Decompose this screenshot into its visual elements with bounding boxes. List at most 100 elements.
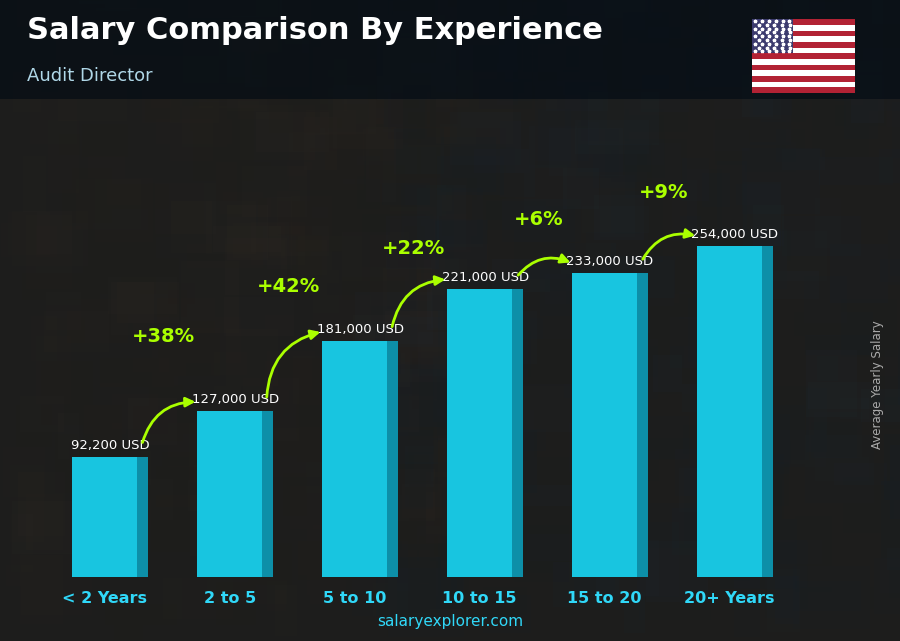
Bar	[68, 299, 128, 343]
Bar	[398, 257, 445, 301]
Bar	[112, 394, 158, 429]
Bar	[752, 53, 855, 59]
Bar	[213, 317, 241, 395]
Bar	[125, 500, 150, 528]
Bar	[12, 513, 33, 572]
Bar	[36, 226, 81, 304]
Bar	[58, 413, 79, 460]
Bar	[686, 47, 747, 92]
Bar	[10, 465, 44, 542]
Bar	[600, 442, 634, 470]
Bar	[228, 205, 268, 260]
Bar	[232, 0, 279, 15]
Bar	[392, 12, 434, 57]
Bar	[21, 556, 63, 624]
Bar	[811, 422, 857, 458]
Bar	[187, 244, 263, 269]
Bar	[697, 246, 761, 577]
Bar	[713, 129, 749, 151]
Bar	[382, 183, 430, 204]
Bar	[516, 385, 583, 432]
Bar	[672, 179, 697, 240]
Bar	[157, 467, 212, 507]
Bar	[76, 179, 141, 229]
Bar	[128, 398, 177, 445]
Bar	[256, 0, 277, 54]
Bar	[296, 235, 321, 277]
Polygon shape	[262, 412, 274, 577]
Bar	[383, 268, 432, 324]
Bar	[634, 256, 675, 297]
Bar	[776, 129, 805, 162]
Bar	[843, 477, 894, 533]
Bar	[371, 235, 398, 306]
Bar	[628, 12, 701, 38]
Bar	[777, 0, 809, 23]
Bar	[148, 183, 204, 237]
Bar	[159, 322, 185, 387]
Bar	[511, 19, 555, 44]
Bar	[407, 0, 472, 7]
Bar	[203, 474, 271, 536]
Polygon shape	[761, 246, 773, 577]
Bar	[181, 261, 238, 333]
Bar	[752, 19, 855, 25]
Bar	[503, 485, 580, 506]
Bar	[578, 122, 599, 158]
Bar	[207, 580, 286, 604]
Text: +9%: +9%	[639, 183, 688, 202]
Bar	[274, 427, 329, 456]
Bar	[400, 185, 454, 259]
Bar	[58, 63, 127, 121]
Bar	[33, 34, 113, 95]
Bar	[514, 206, 575, 279]
Bar	[793, 566, 870, 629]
Bar	[433, 356, 478, 422]
Bar	[223, 192, 264, 258]
Bar	[752, 76, 855, 81]
Bar	[382, 454, 429, 483]
Bar	[815, 0, 840, 69]
Bar	[216, 162, 237, 201]
Bar	[262, 54, 335, 88]
Bar	[714, 53, 781, 119]
Bar	[267, 351, 314, 404]
Bar	[505, 19, 532, 81]
Bar	[269, 53, 328, 133]
Bar	[418, 536, 451, 596]
Bar	[549, 128, 623, 176]
Bar	[889, 445, 900, 519]
Bar	[472, 274, 529, 308]
Bar	[224, 110, 250, 151]
Bar	[62, 190, 94, 230]
Bar	[16, 405, 52, 447]
Bar	[26, 215, 72, 288]
Bar	[269, 226, 328, 256]
Bar	[441, 137, 496, 192]
Bar	[752, 87, 855, 93]
Bar	[387, 244, 416, 309]
Bar	[117, 282, 179, 323]
Bar	[833, 463, 887, 485]
Bar	[523, 2, 579, 72]
Bar	[436, 76, 469, 108]
Bar	[819, 158, 894, 185]
Bar	[426, 185, 446, 216]
Bar	[501, 199, 581, 242]
Bar	[682, 384, 741, 412]
Bar	[742, 182, 781, 251]
Bar	[395, 317, 444, 347]
Bar	[350, 351, 401, 374]
Bar	[747, 25, 767, 88]
Bar	[589, 412, 634, 475]
Bar	[183, 29, 250, 83]
Bar	[107, 514, 142, 578]
Bar	[518, 429, 537, 494]
Bar	[358, 0, 393, 22]
Bar	[240, 105, 315, 160]
Bar	[26, 494, 63, 550]
Bar	[411, 351, 466, 409]
Bar	[133, 406, 203, 434]
Bar	[397, 544, 457, 613]
Bar	[72, 456, 137, 577]
